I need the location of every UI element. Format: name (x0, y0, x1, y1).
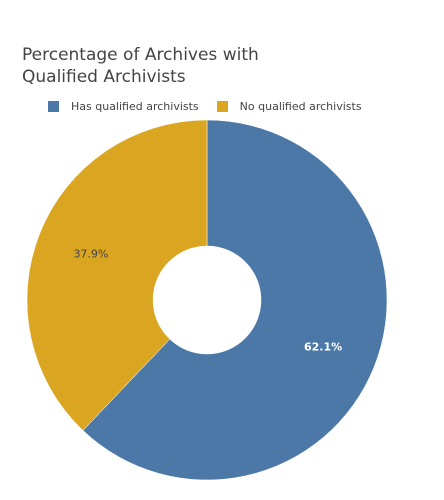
legend-label-no-qualified: No qualified archivists (239, 99, 362, 113)
slice-label-has-qualified: 62.1% (304, 340, 342, 353)
legend-label-has-qualified: Has qualified archivists (71, 99, 199, 113)
legend-swatch-has-qualified (48, 100, 59, 112)
pie-slice-has-qualified[interactable] (82, 119, 388, 481)
slice-label-no-qualified: 37.9% (73, 248, 108, 261)
chart-title-line-2: Qualified Archivists (22, 67, 186, 87)
chart-title: Percentage of Archives with Qualified Ar… (22, 44, 322, 88)
legend-item-no-qualified[interactable]: No qualified archivists (216, 99, 362, 113)
legend: Has qualified archivists No qualified ar… (48, 98, 362, 114)
chart-title-line-1: Percentage of Archives with (22, 45, 259, 65)
pie-slice-no-qualified[interactable] (26, 119, 208, 431)
legend-item-has-qualified[interactable]: Has qualified archivists (48, 100, 199, 113)
legend-swatch-no-qualified (216, 100, 228, 112)
